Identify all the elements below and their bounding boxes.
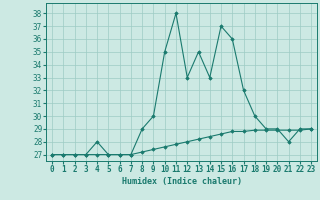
X-axis label: Humidex (Indice chaleur): Humidex (Indice chaleur) bbox=[122, 177, 242, 186]
